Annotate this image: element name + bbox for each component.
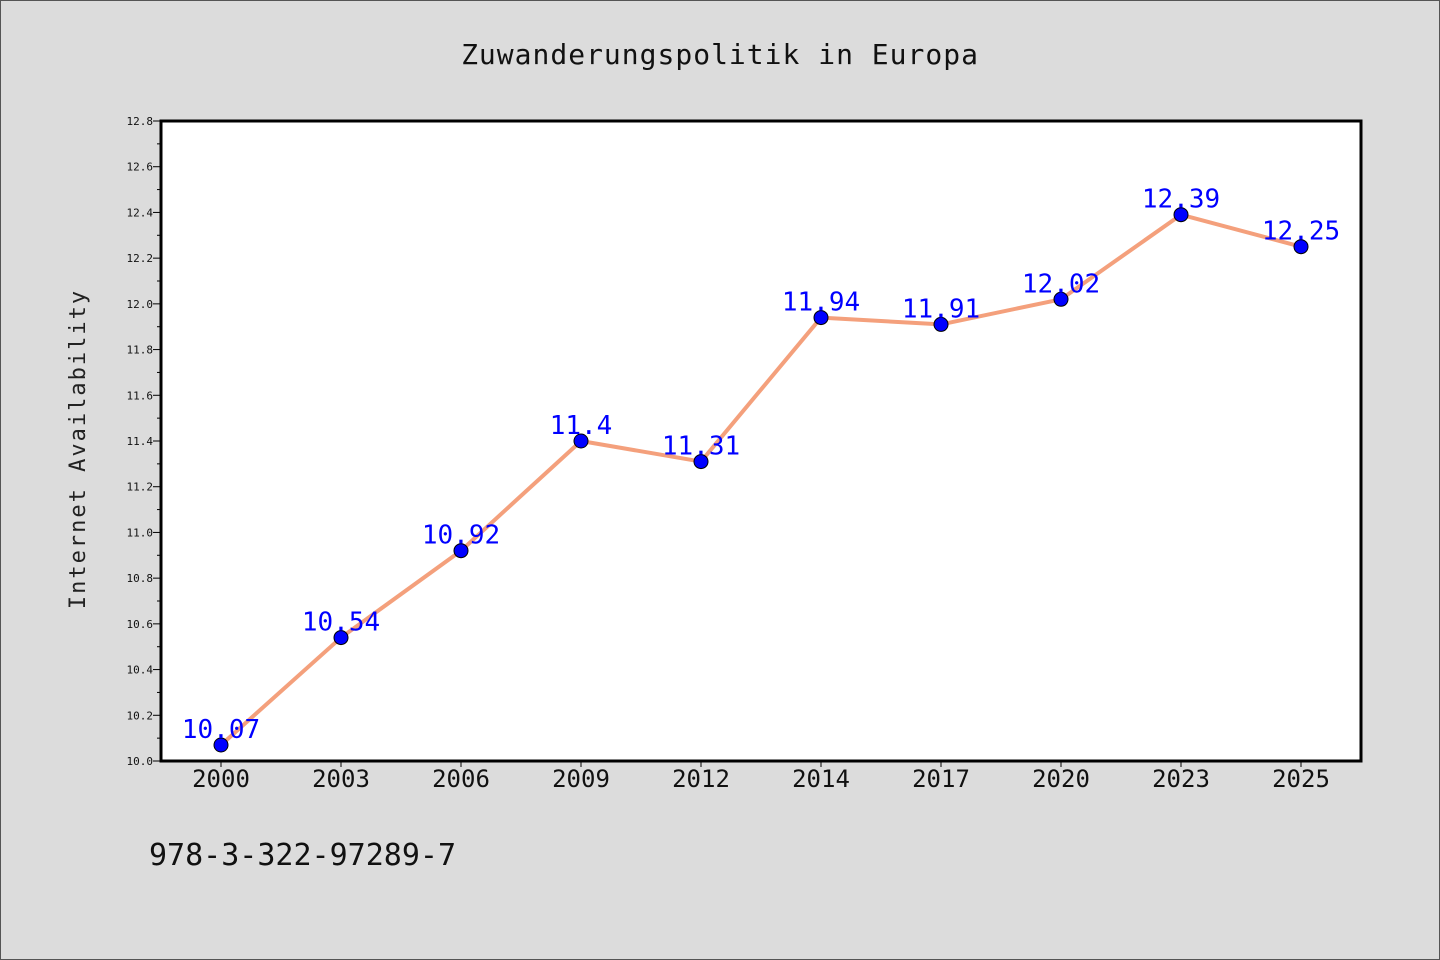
data-label: 11.91: [902, 294, 980, 324]
y-tick-label: 11.6: [127, 389, 154, 402]
data-label: 12.02: [1022, 269, 1100, 299]
x-tick-label: 2006: [432, 765, 490, 793]
y-tick-label: 11.2: [127, 481, 154, 494]
data-labels: 10.07 10.54 10.92 11.4 11.31 11.94 11.91 12.02 1…: [182, 185, 1340, 745]
data-points: [213, 207, 1309, 753]
data-point: [1293, 239, 1309, 255]
y-tick-label: 12.4: [127, 206, 154, 219]
data-label: 11.4: [550, 411, 613, 441]
chart-title: Zuwanderungspolitik in Europa: [461, 38, 979, 71]
data-point: [333, 630, 349, 646]
y-tick-label: 12.6: [127, 161, 154, 174]
x-tick-label: 2012: [672, 765, 730, 793]
y-tick-label: 12.2: [127, 252, 154, 265]
y-tick-label: 10.6: [127, 618, 154, 631]
x-tick-label: 2003: [312, 765, 370, 793]
y-tick-label: 10.0: [127, 755, 154, 768]
y-tick-label: 10.2: [127, 709, 154, 722]
series-line: [219, 212, 1302, 747]
y-axis-label: Internet Availability: [66, 289, 91, 609]
data-point: [213, 737, 229, 753]
x-tick-label: 2025: [1272, 765, 1330, 793]
data-label: 11.94: [782, 288, 860, 318]
x-tick-label: 2023: [1152, 765, 1210, 793]
data-point: [1053, 291, 1069, 307]
y-tick-label: 10.8: [127, 572, 154, 585]
data-point: [573, 433, 589, 449]
data-label: 10.54: [302, 608, 380, 638]
data-point: [1173, 207, 1189, 223]
data-point: [453, 543, 469, 559]
x-tick-label: 2000: [192, 765, 250, 793]
y-tick-label: 11.4: [127, 435, 154, 448]
data-label: 10.07: [182, 715, 260, 745]
data-label: 11.31: [662, 432, 740, 462]
x-tick-label: 2014: [792, 765, 850, 793]
isbn-footer: 978-3-322-97289-7: [149, 838, 456, 873]
x-tick-label: 2020: [1032, 765, 1090, 793]
y-tick-label: 11.0: [127, 526, 154, 539]
x-tick-label: 2009: [552, 765, 610, 793]
data-label: 12.39: [1142, 185, 1220, 215]
y-tick-label: 12.0: [127, 298, 154, 311]
data-point: [813, 310, 829, 326]
data-point: [693, 454, 709, 470]
y-tick-label: 10.4: [127, 664, 154, 677]
data-point: [933, 316, 949, 332]
series-line-group: [219, 212, 1302, 747]
data-label: 10.92: [422, 521, 500, 551]
y-axis-ticks: 10.0 10.2 10.4 10.6 10.8 11.0 11.2 11.4 11.6 11.8…: [127, 115, 161, 768]
x-tick-label: 2017: [912, 765, 970, 793]
x-axis-ticks: 2000 2003 2006 2009 2012 2014 2017 2020 2023 2025: [192, 761, 1330, 793]
y-tick-label: 11.8: [127, 344, 154, 357]
y-tick-label: 12.8: [127, 115, 154, 128]
data-label: 12.25: [1262, 217, 1340, 247]
